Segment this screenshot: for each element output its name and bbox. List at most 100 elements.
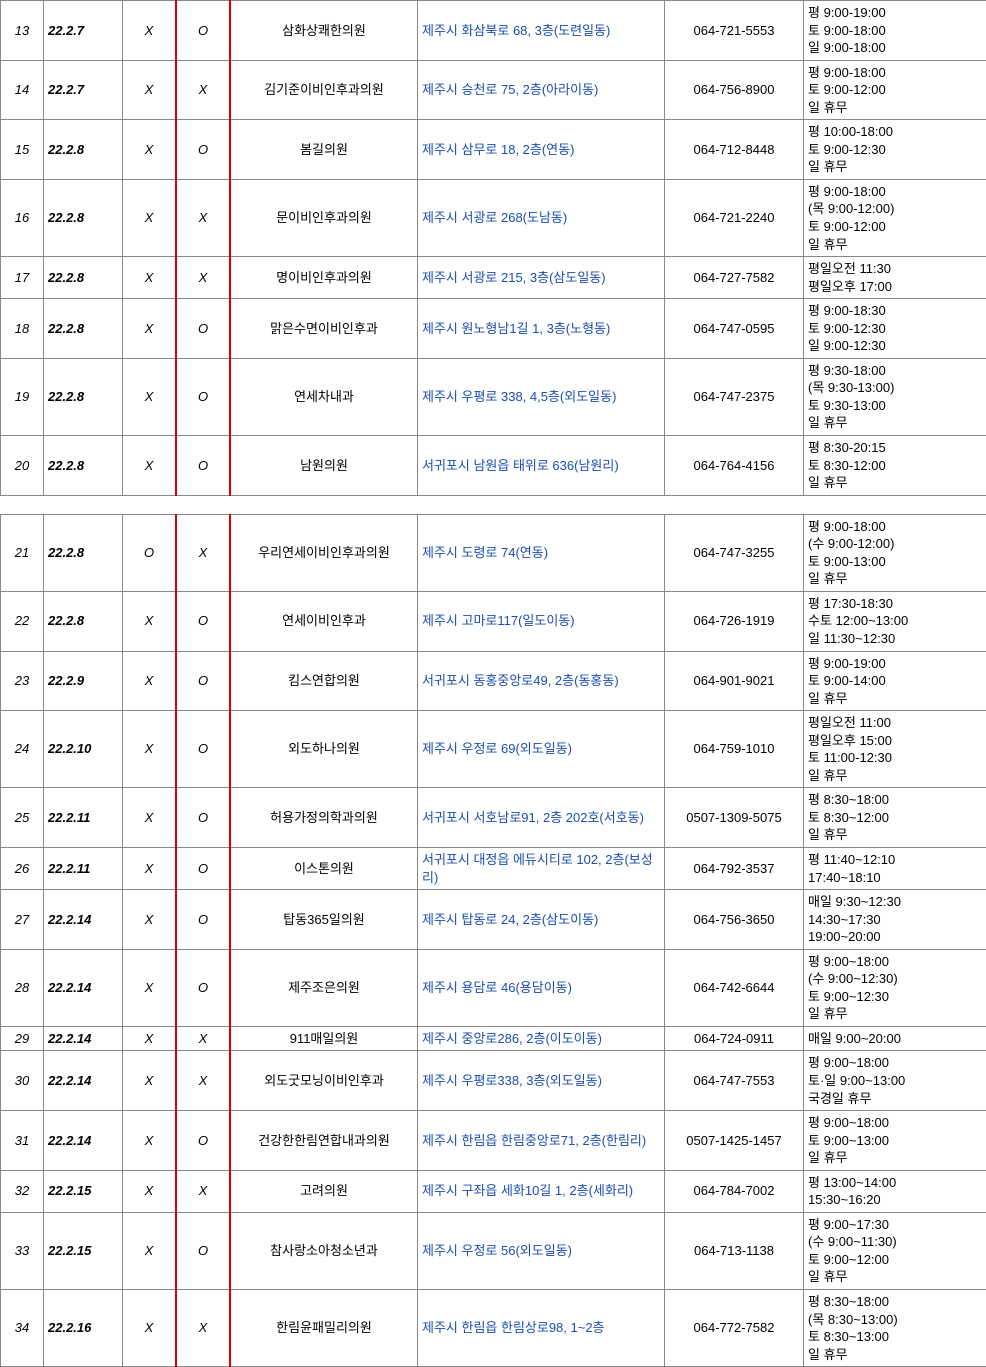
- clinic-name: 김기준이비인후과의원: [230, 60, 418, 120]
- row-flag-1: X: [123, 1026, 177, 1051]
- clinic-address: 제주시 승천로 75, 2층(아라이동): [418, 60, 665, 120]
- row-flag-1: X: [123, 1290, 177, 1367]
- row-date: 22.2.14: [44, 1026, 123, 1051]
- clinic-address: 서귀포시 남원읍 태위로 636(남원리): [418, 436, 665, 496]
- row-flag-2: O: [176, 1111, 230, 1171]
- row-number: 21: [1, 514, 44, 591]
- row-flag-2: O: [176, 358, 230, 435]
- row-flag-1: X: [123, 847, 177, 889]
- row-number: 15: [1, 120, 44, 180]
- row-number: 24: [1, 711, 44, 788]
- row-flag-1: X: [123, 257, 177, 299]
- row-date: 22.2.7: [44, 60, 123, 120]
- table-row: 1822.2.8XO맑은수면이비인후과제주시 원노형남1길 1, 3층(노형동)…: [1, 299, 986, 359]
- row-flag-2: X: [176, 1290, 230, 1367]
- row-flag-2: O: [176, 949, 230, 1026]
- clinic-address: 서귀포시 서호남로91, 2층 202호(서호동): [418, 788, 665, 848]
- table-gap: [0, 496, 986, 514]
- clinic-hours: 평 9:00-18:00 토 9:00-12:00 일 휴무: [804, 60, 986, 120]
- row-number: 33: [1, 1212, 44, 1289]
- row-number: 31: [1, 1111, 44, 1171]
- row-number: 20: [1, 436, 44, 496]
- clinic-address: 제주시 삼무로 18, 2층(연동): [418, 120, 665, 180]
- row-date: 22.2.11: [44, 788, 123, 848]
- clinic-phone: 064-756-3650: [665, 890, 804, 950]
- clinic-address: 제주시 우정로 56(외도일동): [418, 1212, 665, 1289]
- row-flag-2: O: [176, 890, 230, 950]
- row-flag-1: X: [123, 60, 177, 120]
- clinic-name: 외도하나의원: [230, 711, 418, 788]
- clinic-name: 고려의원: [230, 1170, 418, 1212]
- row-number: 17: [1, 257, 44, 299]
- clinic-name: 건강한한림연합내과의원: [230, 1111, 418, 1171]
- row-date: 22.2.14: [44, 949, 123, 1026]
- table-row: 3422.2.16XX한림윤패밀리의원제주시 한림읍 한림상로98, 1~2층0…: [1, 1290, 986, 1367]
- row-flag-2: X: [176, 257, 230, 299]
- table-row: 2822.2.14XO제주조은의원제주시 용담로 46(용담이동)064-742…: [1, 949, 986, 1026]
- row-flag-2: X: [176, 179, 230, 256]
- row-date: 22.2.8: [44, 257, 123, 299]
- row-number: 25: [1, 788, 44, 848]
- clinic-phone: 064-764-4156: [665, 436, 804, 496]
- table-row: 2922.2.14XX911매일의원제주시 중앙로286, 2층(이도이동)06…: [1, 1026, 986, 1051]
- clinic-name: 남원의원: [230, 436, 418, 496]
- row-number: 28: [1, 949, 44, 1026]
- clinic-address: 제주시 한림읍 한림상로98, 1~2층: [418, 1290, 665, 1367]
- clinic-phone: 064-712-8448: [665, 120, 804, 180]
- clinic-name: 연세이비인후과: [230, 591, 418, 651]
- clinic-hours: 평 9:00-18:00 (목 9:00-12:00) 토 9:00-12:00…: [804, 179, 986, 256]
- clinic-hours: 평 9:00-18:00 (수 9:00-12:00) 토 9:00-13:00…: [804, 514, 986, 591]
- table-row: 2022.2.8XO남원의원서귀포시 남원읍 태위로 636(남원리)064-7…: [1, 436, 986, 496]
- row-flag-2: O: [176, 847, 230, 889]
- row-date: 22.2.8: [44, 299, 123, 359]
- clinic-address: 서귀포시 동홍중앙로49, 2층(동홍동): [418, 651, 665, 711]
- table-row: 2222.2.8XO연세이비인후과제주시 고마로117(일도이동)064-726…: [1, 591, 986, 651]
- clinic-address: 제주시 우정로 69(외도일동): [418, 711, 665, 788]
- row-date: 22.2.9: [44, 651, 123, 711]
- row-number: 19: [1, 358, 44, 435]
- table-row: 2722.2.14XO탑동365일의원제주시 탑동로 24, 2층(삼도이동)0…: [1, 890, 986, 950]
- row-flag-1: X: [123, 1212, 177, 1289]
- row-flag-1: X: [123, 1111, 177, 1171]
- clinic-phone: 064-792-3537: [665, 847, 804, 889]
- row-number: 32: [1, 1170, 44, 1212]
- table-row: 3322.2.15XO참사랑소아청소년과제주시 우정로 56(외도일동)064-…: [1, 1212, 986, 1289]
- table-row: 2122.2.8OX우리연세이비인후과의원제주시 도령로 74(연동)064-7…: [1, 514, 986, 591]
- row-flag-1: X: [123, 120, 177, 180]
- clinic-hours: 평 11:40~12:10 17:40~18:10: [804, 847, 986, 889]
- row-flag-1: X: [123, 591, 177, 651]
- row-date: 22.2.8: [44, 436, 123, 496]
- clinic-phone: 064-759-1010: [665, 711, 804, 788]
- row-flag-1: X: [123, 890, 177, 950]
- row-date: 22.2.15: [44, 1170, 123, 1212]
- row-flag-2: O: [176, 299, 230, 359]
- clinic-address: 제주시 우평로338, 3층(외도일동): [418, 1051, 665, 1111]
- table-row: 1522.2.8XO봄길의원제주시 삼무로 18, 2층(연동)064-712-…: [1, 120, 986, 180]
- clinic-phone: 064-721-5553: [665, 1, 804, 61]
- table-row: 3122.2.14XO건강한한림연합내과의원제주시 한림읍 한림중앙로71, 2…: [1, 1111, 986, 1171]
- clinic-phone: 064-747-3255: [665, 514, 804, 591]
- row-date: 22.2.15: [44, 1212, 123, 1289]
- clinic-hours: 평 10:00-18:00 토 9:00-12:30 일 휴무: [804, 120, 986, 180]
- clinic-name: 탑동365일의원: [230, 890, 418, 950]
- clinic-hours: 평 9:00~18:00 토 9:00~13:00 일 휴무: [804, 1111, 986, 1171]
- row-date: 22.2.8: [44, 120, 123, 180]
- clinic-phone: 064-726-1919: [665, 591, 804, 651]
- row-number: 23: [1, 651, 44, 711]
- row-number: 13: [1, 1, 44, 61]
- row-flag-1: X: [123, 949, 177, 1026]
- row-number: 18: [1, 299, 44, 359]
- row-flag-2: X: [176, 1026, 230, 1051]
- table-row: 2422.2.10XO외도하나의원제주시 우정로 69(외도일동)064-759…: [1, 711, 986, 788]
- row-flag-2: X: [176, 514, 230, 591]
- row-flag-2: O: [176, 1, 230, 61]
- table-row: 2522.2.11XO허용가정의학과의원서귀포시 서호남로91, 2층 202호…: [1, 788, 986, 848]
- clinic-name: 허용가정의학과의원: [230, 788, 418, 848]
- row-flag-2: O: [176, 120, 230, 180]
- table-row: 1322.2.7XO삼화상쾌한의원제주시 화삼북로 68, 3층(도련일동)06…: [1, 1, 986, 61]
- clinic-address: 제주시 화삼북로 68, 3층(도련일동): [418, 1, 665, 61]
- row-flag-1: O: [123, 514, 177, 591]
- row-flag-1: X: [123, 299, 177, 359]
- row-flag-1: X: [123, 179, 177, 256]
- clinic-phone: 064-747-0595: [665, 299, 804, 359]
